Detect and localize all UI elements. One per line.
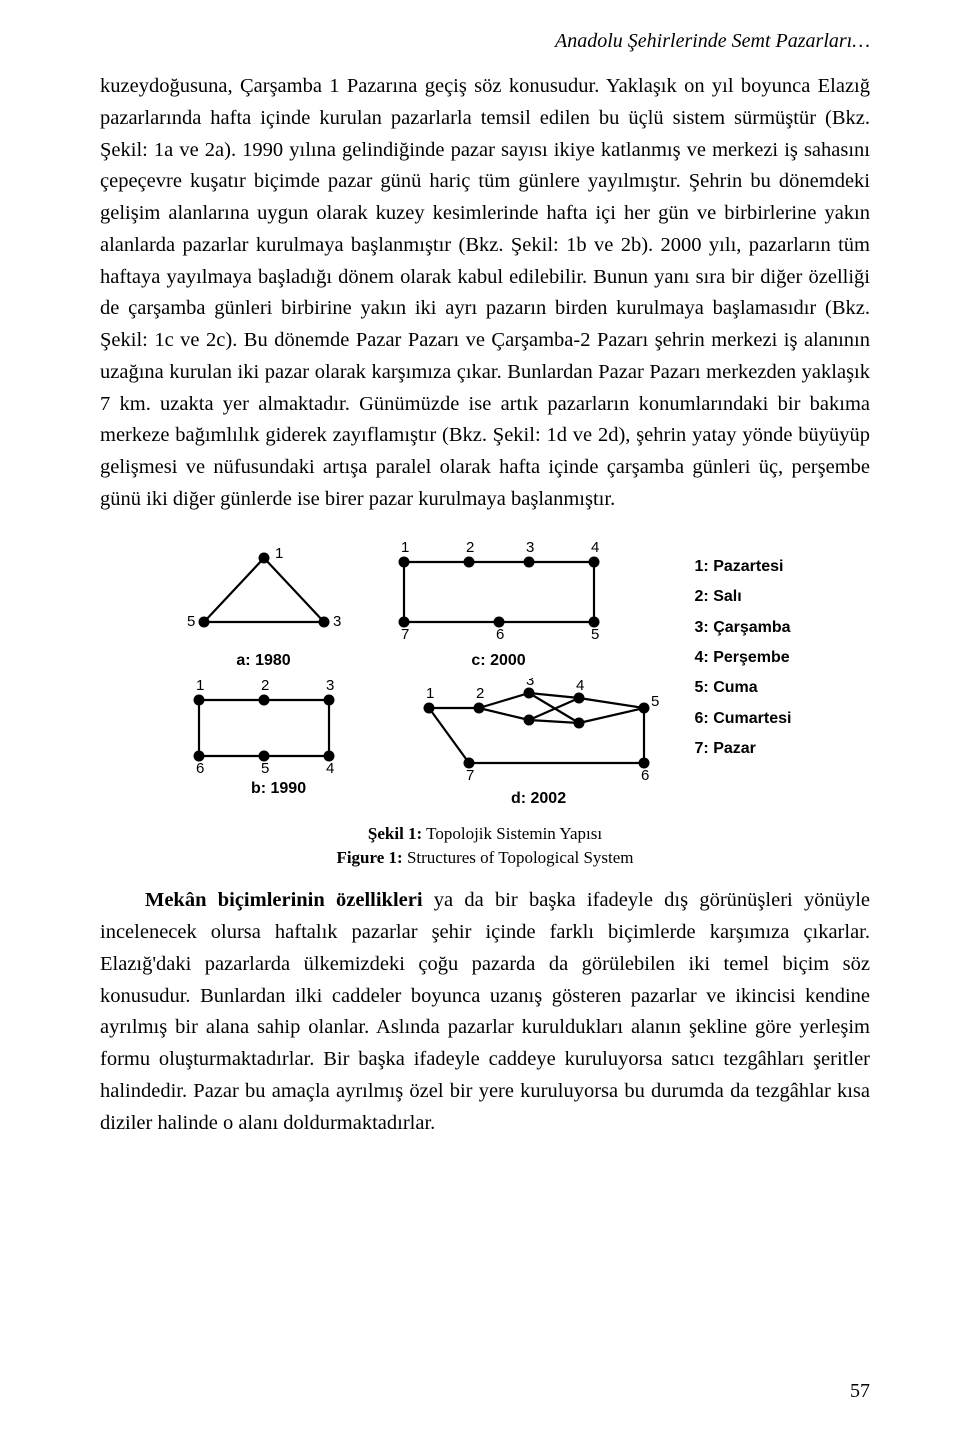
figure-1: 1 5 3 a: 1980 1 2 3 4 7 6 5 c: 2000 1 2 3 6 5 4 b: 19… (100, 540, 870, 870)
svg-text:7: 7 (401, 626, 409, 643)
graph-c: 1 2 3 4 7 6 5 c: 2000 (379, 540, 619, 670)
legend-item: 2: Salı (695, 582, 792, 612)
svg-text:5: 5 (187, 613, 195, 630)
svg-text:1: 1 (196, 678, 204, 694)
svg-text:4: 4 (326, 760, 334, 777)
svg-text:6: 6 (196, 760, 204, 777)
paragraph-1: kuzeydoğusuna, Çarşamba 1 Pazarına geçiş… (100, 71, 870, 516)
svg-text:2: 2 (261, 678, 269, 694)
svg-text:3: 3 (333, 613, 341, 630)
graph-b-label: b: 1990 (251, 780, 306, 798)
legend-item: 1: Pazartesi (695, 552, 792, 582)
graph-a-label: a: 1980 (236, 652, 290, 670)
figure-legend: 1: Pazartesi2: Salı3: Çarşamba4: Perşemb… (687, 540, 792, 765)
svg-text:5: 5 (651, 693, 659, 710)
running-head: Anadolu Şehirlerinde Semt Pazarları… (100, 30, 870, 53)
graph-d: 1 2 3 4 5 7 6 d: 2002 (409, 678, 669, 808)
svg-text:4: 4 (576, 678, 584, 694)
graph-c-label: c: 2000 (471, 652, 525, 670)
figure-caption: Şekil 1: Topolojik Sistemin Yapısı Figur… (100, 822, 870, 870)
svg-text:3: 3 (526, 678, 534, 689)
svg-text:1: 1 (426, 685, 434, 702)
legend-item: 3: Çarşamba (695, 613, 792, 643)
svg-text:2: 2 (466, 540, 474, 556)
paragraph-2: Mekân biçimlerinin özellikleri ya da bir… (100, 885, 870, 1139)
page-number: 57 (850, 1380, 870, 1403)
graph-b: 1 2 3 6 5 4 b: 1990 (179, 678, 379, 798)
graph-d-label: d: 2002 (511, 790, 566, 808)
svg-text:1: 1 (401, 540, 409, 556)
svg-text:6: 6 (641, 767, 649, 784)
legend-item: 4: Perşembe (695, 643, 792, 673)
svg-text:3: 3 (526, 540, 534, 556)
svg-text:5: 5 (261, 760, 269, 777)
svg-text:4: 4 (591, 540, 599, 556)
svg-text:2: 2 (476, 685, 484, 702)
svg-text:6: 6 (496, 626, 504, 643)
legend-item: 7: Pazar (695, 734, 792, 764)
graph-a: 1 5 3 a: 1980 (179, 540, 349, 670)
svg-text:3: 3 (326, 678, 334, 694)
legend-item: 6: Cumartesi (695, 704, 792, 734)
svg-text:5: 5 (591, 626, 599, 643)
svg-text:1: 1 (275, 545, 283, 562)
svg-text:7: 7 (466, 767, 474, 784)
legend-item: 5: Cuma (695, 673, 792, 703)
